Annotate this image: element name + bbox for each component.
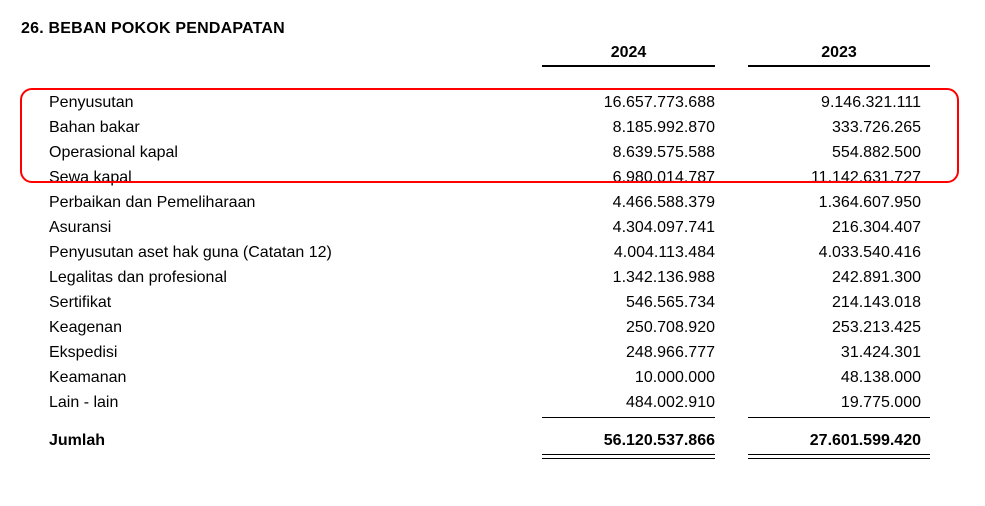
value-2023: 19.775.000: [840, 394, 921, 411]
table-row: Perbaikan dan Pemeliharaan 4.466.588.379…: [0, 193, 985, 218]
value-2024: 248.966.777: [626, 344, 715, 361]
value-2024: 484.002.910: [626, 394, 715, 411]
table-row: Lain - lain 484.002.910 19.775.000: [0, 393, 985, 418]
value-2024: 1.342.136.988: [612, 269, 715, 286]
value-2023: 4.033.540.416: [818, 244, 921, 261]
row-label: Keamanan: [49, 369, 127, 386]
row-label: Sertifikat: [49, 294, 112, 311]
value-2023: 216.304.407: [832, 219, 921, 236]
row-label: Penyusutan: [49, 94, 134, 111]
row-label: Legalitas dan profesional: [49, 269, 227, 286]
table-row: Ekspedisi 248.966.777 31.424.301: [0, 343, 985, 368]
table-row: Legalitas dan profesional 1.342.136.988 …: [0, 268, 985, 293]
table-row: Keamanan 10.000.000 48.138.000: [0, 368, 985, 393]
value-2024: 8.185.992.870: [612, 119, 715, 136]
total-row: Jumlah 56.120.537.866 27.601.599.420: [0, 432, 985, 454]
value-2023: 554.882.500: [832, 144, 921, 161]
table-row: Keagenan 250.708.920 253.213.425: [0, 318, 985, 343]
table-row: Sertifikat 546.565.734 214.143.018: [0, 293, 985, 318]
double-underline: [542, 458, 715, 459]
section-title: 26. BEBAN POKOK PENDAPATAN: [21, 20, 285, 37]
value-2024: 4.304.097.741: [612, 219, 715, 236]
row-label: Perbaikan dan Pemeliharaan: [49, 194, 256, 211]
subtotal-underline: [748, 417, 930, 418]
value-2024: 16.657.773.688: [603, 94, 715, 111]
table-row: Bahan bakar 8.185.992.870 333.726.265: [0, 118, 985, 143]
value-2023: 48.138.000: [840, 369, 921, 386]
table-row: Operasional kapal 8.639.575.588 554.882.…: [0, 143, 985, 168]
subtotal-underline: [542, 417, 715, 418]
value-2023: 9.146.321.111: [821, 94, 921, 111]
value-2024: 250.708.920: [626, 319, 715, 336]
row-label: Operasional kapal: [49, 144, 178, 161]
value-2023: 31.424.301: [840, 344, 921, 361]
row-label: Lain - lain: [49, 394, 119, 411]
value-2024: 8.639.575.588: [612, 144, 715, 161]
table-row: Asuransi 4.304.097.741 216.304.407: [0, 218, 985, 243]
row-label: Ekspedisi: [49, 344, 118, 361]
total-2023: 27.601.599.420: [809, 432, 921, 449]
table-row: Penyusutan aset hak guna (Catatan 12) 4.…: [0, 243, 985, 268]
value-2024: 4.004.113.484: [613, 244, 715, 261]
value-2024: 10.000.000: [634, 369, 715, 386]
value-2023: 242.891.300: [832, 269, 921, 286]
row-label: Bahan bakar: [49, 119, 140, 136]
value-2023: 333.726.265: [832, 119, 921, 136]
highlight-annotation-box: [20, 88, 959, 183]
row-label: Asuransi: [49, 219, 112, 236]
column-header-2024: 2024: [610, 44, 647, 61]
total-label: Jumlah: [49, 432, 106, 449]
value-2024: 546.565.734: [626, 294, 715, 311]
total-2024: 56.120.537.866: [603, 432, 715, 449]
value-2024: 4.466.588.379: [612, 194, 715, 211]
value-2023: 214.143.018: [832, 294, 921, 311]
header-underline: [542, 65, 715, 67]
value-2023: 1.364.607.950: [818, 194, 921, 211]
header-underline: [748, 65, 930, 67]
row-label: Penyusutan aset hak guna (Catatan 12): [49, 244, 332, 261]
double-underline: [542, 454, 715, 455]
double-underline: [748, 454, 930, 455]
double-underline: [748, 458, 930, 459]
table-row: Penyusutan 16.657.773.688 9.146.321.111: [0, 93, 985, 118]
value-2023: 253.213.425: [832, 319, 921, 336]
row-label: Keagenan: [49, 319, 122, 336]
column-header-2023: 2023: [821, 44, 857, 61]
cost-table: Penyusutan 16.657.773.688 9.146.321.111 …: [0, 93, 985, 418]
